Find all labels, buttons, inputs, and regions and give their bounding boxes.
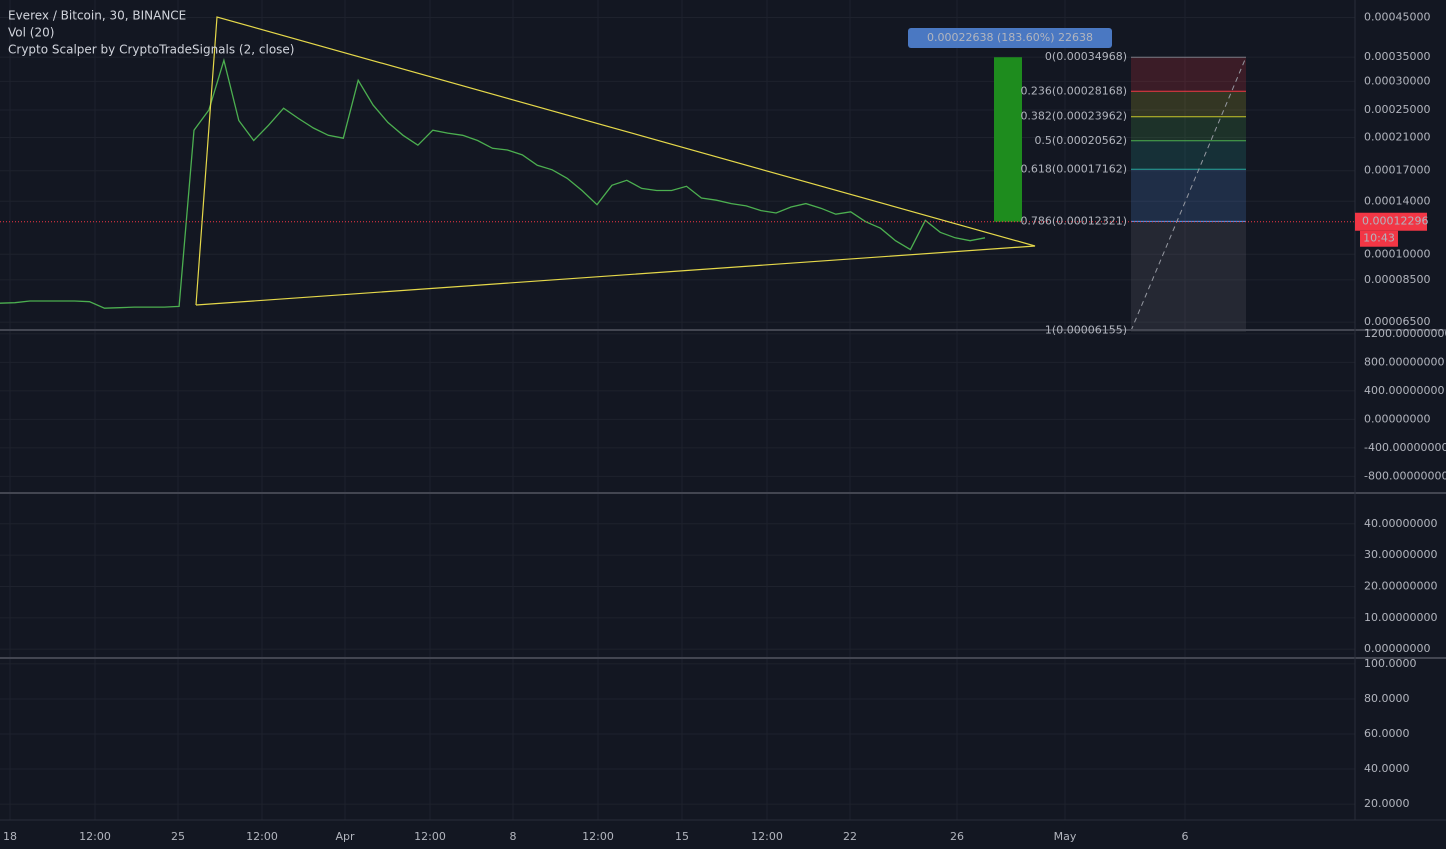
fib-band [1131,116,1246,141]
triangle-pattern [195,16,1036,306]
time-label: May [1054,830,1077,843]
time-label: 22 [843,830,857,843]
price-tick-label: 0.00045000 [1364,11,1430,24]
time-label: 18 [3,830,17,843]
pane-tick-label: 400.00000000 [1364,384,1444,397]
measure-label: 0.00022638 (183.60%) 22638 [927,31,1093,44]
fib-band [1131,57,1246,92]
pane-tick-label: -400.00000000 [1364,441,1446,454]
marks [0,56,1355,332]
pane-tick-label: 100.0000 [1364,657,1417,670]
price-tick-label: 0.00035000 [1364,50,1430,63]
time-label: 12:00 [582,830,614,843]
pane-tick-label: 800.00000000 [1364,355,1444,368]
pane-tick-label: 80.0000 [1364,692,1410,705]
price-line [0,57,986,309]
pane-tick-label: 10.00000000 [1364,611,1437,624]
pane-tick-label: 20.00000000 [1364,579,1437,592]
pane-tick-label: -800.00000000 [1364,469,1446,482]
fib-label: 0.382(0.00023962) [1020,110,1127,123]
time-label: 8 [510,830,517,843]
pane-tick-label: 30.00000000 [1364,548,1437,561]
time-label: 12:00 [751,830,783,843]
grid [0,0,1355,820]
pane-tick-label: 40.0000 [1364,762,1410,775]
pane-tick-label: 40.00000000 [1364,517,1437,530]
price-tick-label: 0.00008500 [1364,273,1430,286]
countdown-label: 10:43 [1363,232,1395,245]
pane-tick-label: 60.0000 [1364,727,1410,740]
price-tick-label: 0.00014000 [1364,194,1430,207]
time-label: 12:00 [246,830,278,843]
price-tick-label: 0.00025000 [1364,103,1430,116]
time-label: Apr [335,830,355,843]
price-tick-label: 0.00017000 [1364,164,1430,177]
fib-band [1131,169,1246,222]
fib-trend [1130,57,1247,331]
indicator-legend: Crypto Scalper by CryptoTradeSignals (2,… [8,43,294,57]
fib-label: 0(0.00034968) [1045,50,1127,63]
time-label: 12:00 [414,830,446,843]
fib-label: 0.618(0.00017162) [1020,162,1127,175]
price-tick-label: 0.00030000 [1364,74,1430,87]
pane-tick-label: 1200.00000000 [1364,327,1446,340]
fib-band [1131,221,1246,331]
time-label: 26 [950,830,964,843]
price-tick-label: 0.00021000 [1364,130,1430,143]
countdown-box [1360,230,1398,247]
time-label: 15 [675,830,689,843]
pane-tick-label: 0.00000000 [1364,412,1430,425]
measure-fill [994,57,1022,222]
pane-tick-label: 0.00000000 [1364,642,1430,655]
pane-tick-label: 20.0000 [1364,797,1410,810]
fib-label: 0.786(0.00012321) [1020,214,1127,227]
price-tick-label: 0.00010000 [1364,247,1430,260]
time-label: 6 [1182,830,1189,843]
fib-band [1131,140,1246,170]
last-price-label: 0.00012296 [1362,215,1428,228]
fib-band [1131,91,1246,117]
symbol-title: Everex / Bitcoin, 30, BINANCE [8,9,186,23]
price-tick-label: 0.00006500 [1364,315,1430,328]
last-price-box [1355,212,1427,231]
fib-label: 0.236(0.00028168) [1020,84,1127,97]
time-label: 12:00 [79,830,111,843]
time-label: 25 [171,830,185,843]
fib-label: 1(0.00006155) [1045,324,1127,337]
measure-label-box [908,28,1112,48]
overlay: 18 12:00 25 12:00 Apr 12:00 8 12:00 15 12:00 22 26 M… [3,11,1446,843]
volume-legend: Vol (20) [8,26,54,40]
fib-label: 0.5(0.00020562) [1034,134,1127,147]
